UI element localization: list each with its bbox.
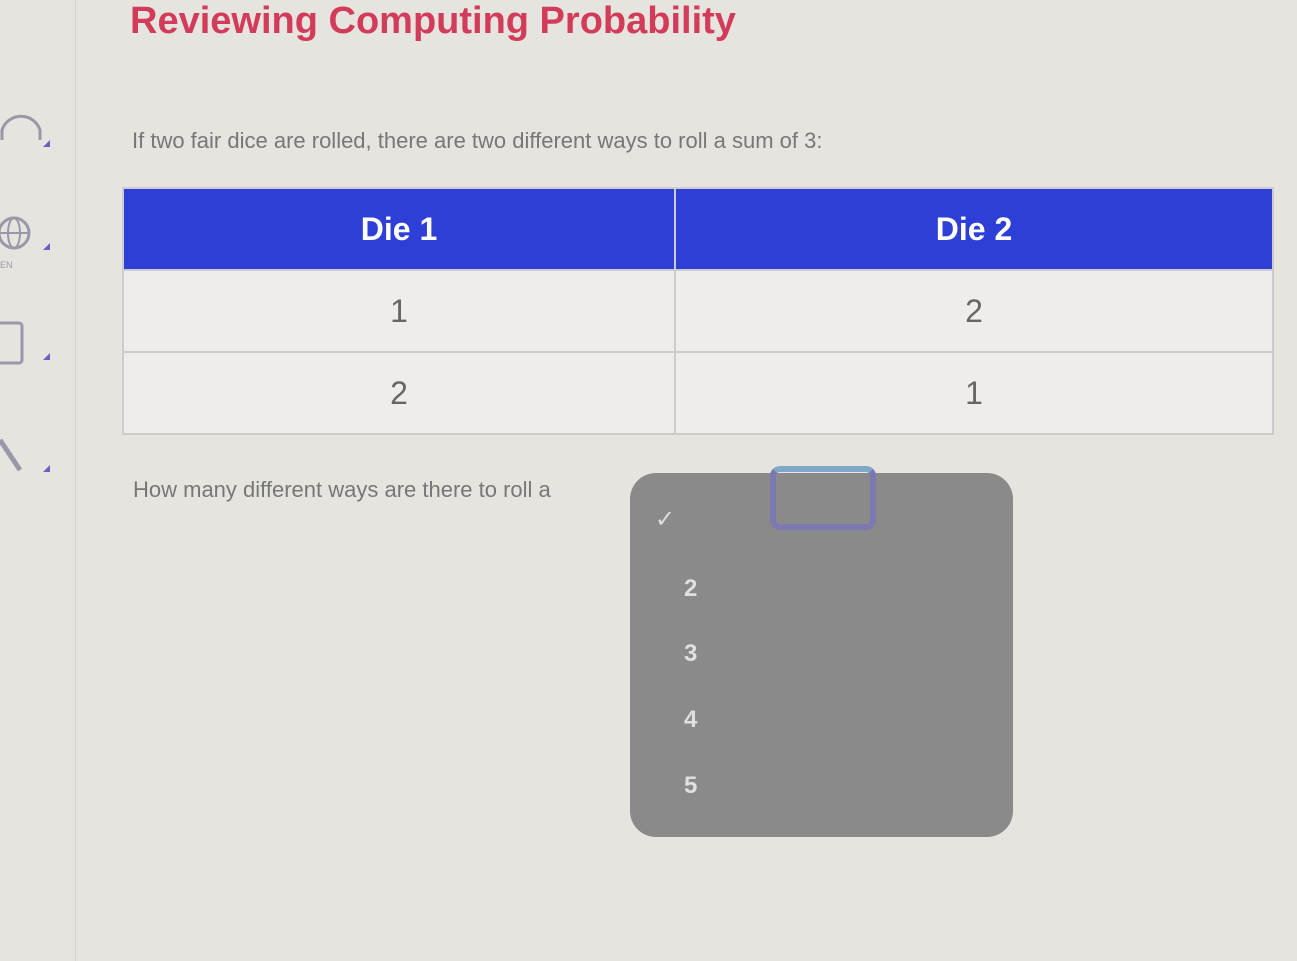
option-4[interactable]: 4 xyxy=(684,706,698,733)
option-5[interactable]: 5 xyxy=(684,772,698,799)
dropdown-menu xyxy=(630,473,1013,837)
option-2[interactable]: 2 xyxy=(684,575,698,602)
tools-icon xyxy=(0,438,23,472)
table-cell: 2 xyxy=(122,351,676,435)
table-row: 1 2 xyxy=(122,269,1274,353)
table-row: 2 1 xyxy=(122,351,1274,435)
calculator-button[interactable] xyxy=(0,318,60,368)
dice-table: Die 1 Die 2 1 2 2 1 xyxy=(122,187,1274,435)
headphones-button[interactable] xyxy=(0,105,60,155)
sidebar: EN xyxy=(0,0,76,961)
headphones-icon xyxy=(0,114,42,140)
tools-button[interactable] xyxy=(0,430,60,480)
table-cell: 1 xyxy=(674,351,1274,435)
page-title: Reviewing Computing Probability xyxy=(130,0,736,42)
question-text: How many different ways are there to rol… xyxy=(133,477,551,502)
globe-language-icon xyxy=(0,216,31,250)
language-label: EN xyxy=(0,260,13,270)
header-die-1: Die 1 xyxy=(122,187,676,271)
table-cell: 2 xyxy=(674,269,1274,353)
table-header-row: Die 1 Die 2 xyxy=(122,187,1274,271)
calculator-icon xyxy=(0,321,24,365)
answer-select[interactable] xyxy=(770,466,876,530)
intro-text: If two fair dice are rolled, there are t… xyxy=(132,128,823,153)
checkmark-icon: ✓ xyxy=(655,506,676,533)
table-cell: 1 xyxy=(122,269,676,353)
header-die-2: Die 2 xyxy=(674,187,1274,271)
language-button[interactable]: EN xyxy=(0,208,60,270)
option-3[interactable]: 3 xyxy=(684,640,698,667)
